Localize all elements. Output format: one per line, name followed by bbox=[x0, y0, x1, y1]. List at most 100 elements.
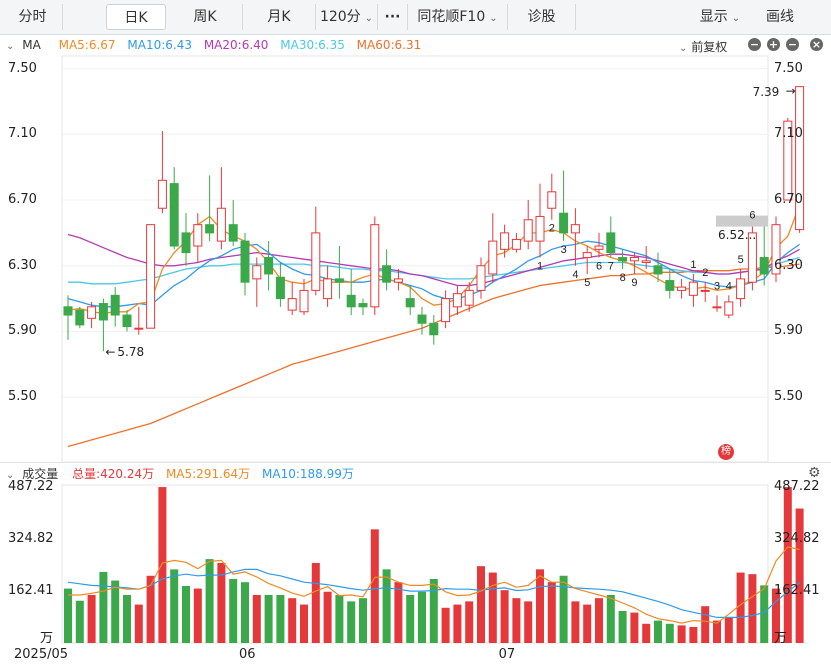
volume-tick-left: 487.22 bbox=[8, 479, 54, 494]
sequence-marker: 5 bbox=[584, 277, 590, 289]
gear-icon[interactable]: ⚙ bbox=[808, 465, 821, 481]
display-label: 显示 bbox=[699, 9, 728, 25]
volume-ma10: MA10:188.99万 bbox=[262, 467, 354, 481]
volume-tick-right: 162.41 bbox=[774, 582, 820, 598]
tab-label: 月K bbox=[267, 9, 291, 25]
tab-label: 诊股 bbox=[527, 9, 556, 25]
draw-line-button[interactable]: 画线 bbox=[750, 4, 810, 30]
volume-tick-right: 487.22 bbox=[774, 479, 820, 494]
candle-body bbox=[712, 306, 722, 309]
candle-body bbox=[205, 224, 215, 234]
volume-bar bbox=[229, 578, 238, 643]
volume-bar bbox=[665, 623, 674, 643]
volume-ma5-line bbox=[68, 546, 800, 624]
chevron-down-icon: ⌄ bbox=[679, 43, 688, 54]
price-tick-right: 5.50 bbox=[774, 389, 803, 405]
display-menu-button[interactable]: 显示 ⌄ bbox=[680, 4, 760, 30]
candle-body bbox=[783, 120, 793, 201]
candle-body bbox=[382, 265, 392, 283]
candle-body bbox=[594, 245, 604, 250]
tab-label: 日K bbox=[124, 10, 148, 26]
tab-weekly-k[interactable]: 周K bbox=[168, 4, 243, 30]
ma30-value: MA30:6.35 bbox=[280, 38, 345, 52]
candle-body bbox=[98, 303, 108, 321]
chevron-down-icon[interactable]: ⌄ bbox=[6, 470, 15, 481]
candle-body bbox=[358, 303, 368, 308]
plus-circle-icon[interactable]: + bbox=[767, 38, 780, 51]
rank-badge: 榜 bbox=[718, 444, 734, 460]
volume-bar bbox=[182, 586, 190, 643]
volume-bar bbox=[654, 620, 662, 643]
sequence-marker: 5 bbox=[738, 254, 744, 266]
volume-bar bbox=[418, 591, 426, 643]
volume-bar bbox=[571, 601, 580, 643]
candle-body bbox=[63, 306, 73, 316]
volume-bar bbox=[618, 610, 627, 643]
volume-bar bbox=[512, 598, 521, 643]
volume-bar bbox=[748, 574, 757, 643]
volume-bar bbox=[193, 588, 202, 643]
volume-bar bbox=[465, 601, 474, 643]
volume-bar bbox=[170, 569, 179, 643]
price-tick-left: 7.50 bbox=[8, 60, 37, 76]
candle-body bbox=[228, 224, 238, 242]
volume-bar bbox=[689, 626, 698, 643]
candle-body bbox=[700, 289, 710, 292]
candle-body bbox=[500, 232, 510, 250]
tab-f10[interactable]: 同花顺F10 ⌄ bbox=[408, 4, 508, 30]
candle-body bbox=[641, 260, 651, 263]
tab-daily-k[interactable]: 日K bbox=[106, 4, 166, 30]
tab-label: ··· bbox=[384, 9, 401, 25]
tab-more[interactable]: ··· bbox=[378, 4, 408, 30]
candle-body bbox=[75, 309, 85, 326]
candle-body bbox=[523, 219, 533, 242]
ma20-line bbox=[67, 233, 800, 287]
sequence-marker: 7 bbox=[608, 261, 614, 273]
candle-body bbox=[570, 224, 580, 234]
volume-tick-left: 324.82 bbox=[8, 530, 54, 546]
volume-bar bbox=[453, 604, 462, 643]
volume-bar bbox=[406, 594, 415, 643]
tab-120min[interactable]: 120分 ⌄ bbox=[316, 4, 378, 30]
price-tick-right: 6.30 bbox=[774, 257, 803, 273]
sequence-marker: 3 bbox=[714, 280, 720, 292]
ma10-line bbox=[67, 240, 800, 308]
close-circle-icon[interactable]: × bbox=[810, 38, 823, 51]
volume-tick-right: 324.82 bbox=[774, 530, 820, 546]
price-tick-right: 5.90 bbox=[774, 323, 803, 339]
candle-body bbox=[618, 257, 628, 262]
current-price-label: 6.52... bbox=[718, 227, 757, 242]
minus-circle-icon[interactable]: − bbox=[786, 38, 799, 51]
candle-body bbox=[653, 265, 663, 275]
candle-body bbox=[87, 306, 97, 319]
high-price-label: 7.39 bbox=[752, 84, 780, 99]
price-tick-left: 7.10 bbox=[8, 126, 37, 142]
candle-body bbox=[759, 257, 769, 275]
volume-bar bbox=[288, 598, 297, 643]
sequence-marker: 6 bbox=[596, 261, 602, 273]
volume-ma10-line bbox=[67, 568, 800, 619]
candle-body bbox=[193, 224, 203, 247]
candle-body bbox=[264, 257, 274, 275]
chevron-down-icon[interactable]: ⌄ bbox=[6, 41, 15, 52]
candle-body bbox=[216, 207, 226, 242]
tab-monthly-k[interactable]: 月K bbox=[243, 4, 316, 30]
tab-diagnosis[interactable]: 诊股 bbox=[508, 4, 576, 30]
volume-bar bbox=[559, 575, 568, 643]
volume-bar bbox=[429, 578, 438, 643]
candle-body bbox=[736, 278, 746, 300]
tab-timeshare[interactable]: 分时 bbox=[3, 4, 63, 30]
candle-body bbox=[488, 240, 498, 275]
minus-circle-icon[interactable]: − bbox=[748, 38, 761, 51]
volume-bar bbox=[441, 607, 450, 643]
volume-bar bbox=[772, 588, 780, 643]
volume-bar bbox=[536, 569, 544, 643]
candle-body bbox=[122, 314, 132, 328]
price-adjust-menu[interactable]: ⌄ 前复权 bbox=[679, 38, 727, 55]
candle-body bbox=[771, 224, 781, 275]
volume-bar bbox=[394, 582, 403, 643]
volume-indicator-name[interactable]: 成交量 bbox=[22, 467, 59, 481]
ma-indicator-name[interactable]: MA bbox=[22, 38, 41, 52]
volume-bar bbox=[158, 487, 167, 643]
